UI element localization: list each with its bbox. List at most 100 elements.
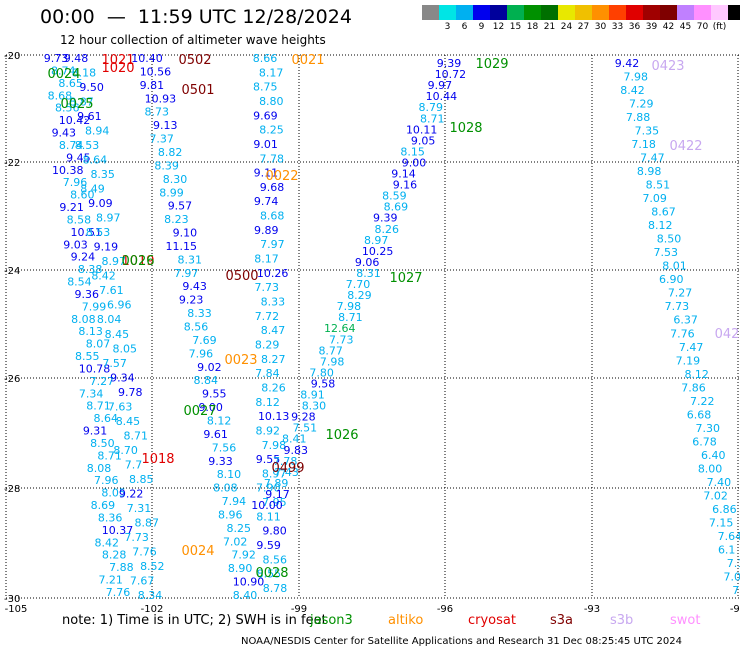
wave-height-value: 7.88: [109, 561, 134, 574]
wave-height-value: 7.02: [703, 489, 728, 502]
wave-height-value: 9.39: [437, 57, 462, 70]
track-id-label: 042: [715, 327, 740, 342]
track-id-label: 0422: [669, 139, 702, 154]
wave-height-value: 7.47: [679, 341, 704, 354]
wave-height-value: 9.45: [66, 151, 91, 164]
wave-height-value: 8.11: [256, 510, 281, 523]
wave-height-value: 7.67: [130, 574, 155, 587]
wave-height-value: 10.25: [362, 245, 394, 258]
legend-label: 70: [696, 22, 709, 32]
wave-height-value: 9.73: [44, 52, 69, 65]
wave-height-value: 9.55: [202, 388, 227, 401]
wave-height-value: 8.17: [259, 66, 284, 79]
legend-swatch: [626, 5, 643, 20]
lat-tick-label: -30: [4, 594, 20, 605]
wave-height-value: 8.23: [164, 213, 189, 226]
wave-height-value: 7.0: [723, 570, 740, 583]
track-id-label: 0499: [271, 461, 304, 476]
wave-height-value: 8.42: [95, 536, 120, 549]
satellite-key-swot: swot: [670, 613, 701, 628]
wave-height-value: 8.00: [698, 462, 723, 475]
wave-height-value: 6.68: [687, 408, 712, 421]
lon-tick-label: -93: [584, 604, 600, 615]
wave-height-value: 10.44: [426, 90, 458, 103]
wave-height-value: 7.57: [102, 357, 127, 370]
satellite-tracks: 9.738.748.658.688.5610.429.438.749.4510.…: [44, 52, 740, 602]
wave-height-value: 8.71: [338, 311, 363, 324]
track-id-label: 1026: [325, 428, 358, 443]
legend-label: 33: [611, 22, 624, 32]
track-id-label: 0022: [265, 169, 298, 184]
legend-label: 42: [662, 22, 675, 32]
wave-height-value: 9.22: [119, 487, 144, 500]
track-id-label: 0026: [121, 254, 154, 269]
wave-height-value: 6.37: [673, 314, 698, 327]
wave-height-value: 8.08: [71, 313, 96, 326]
wave-height-value: 8.77: [318, 344, 343, 357]
wave-height-value: 8.67: [651, 206, 676, 219]
axis-ticks: -105 -102 -99 -96 -93 -90 -20 -22 -24 -26 -28 -30: [4, 51, 740, 615]
wave-height-value: 10.38: [52, 164, 84, 177]
legend-swatch: [728, 5, 740, 20]
wave-height-value: 7.80: [309, 366, 334, 379]
wave-height-value: 6.78: [692, 435, 717, 448]
wave-height-value: 8.28: [102, 549, 127, 562]
wave-height-value: 8.30: [163, 173, 188, 186]
wave-height-value: 9.42: [615, 57, 640, 70]
wave-height-value: 10.11: [406, 123, 438, 136]
wave-height-value: 10.37: [102, 524, 134, 537]
track-id-label: 0024: [47, 67, 80, 82]
wave-height-value: 9.03: [63, 238, 88, 251]
legend-swatch: [456, 5, 473, 20]
track-id-label: 0501: [181, 83, 214, 98]
wave-height-value: 9.21: [59, 201, 84, 214]
lon-tick-label: -90: [730, 604, 740, 615]
wave-height-value: 8.53: [86, 226, 111, 239]
wave-height-value: 7.1: [727, 557, 740, 570]
wave-height-value: 7.86: [681, 381, 706, 394]
wave-height-value: 8.55: [257, 568, 282, 581]
lon-tick-label: -102: [141, 604, 164, 615]
wave-height-value: 8.71: [86, 400, 111, 413]
wave-height-value: 10.13: [258, 410, 290, 423]
wave-height-value: 8.91: [300, 389, 325, 402]
wave-height-value: 12.64: [324, 322, 356, 335]
wave-height-value: 7.64: [718, 530, 740, 543]
track-id-label: 0025: [60, 97, 93, 112]
credit-footer: NOAA/NESDIS Center for Satellite Applica…: [241, 636, 683, 647]
legend-label: 39: [645, 22, 658, 32]
wave-height-value: 10.26: [257, 267, 289, 280]
wave-height-value: 7.97: [174, 267, 199, 280]
wave-height-value: 8.50: [657, 233, 682, 246]
wave-height-value: 9.36: [74, 288, 99, 301]
legend-label: 12: [492, 22, 505, 32]
wave-height-value: 8.56: [184, 321, 209, 334]
wave-height-value: 8.25: [227, 522, 252, 535]
wave-height-value: 8.71: [124, 429, 149, 442]
wave-height-value: 8.68: [260, 210, 285, 223]
wave-height-value: 8.04: [97, 313, 122, 326]
wave-height-value: 7.92: [231, 549, 256, 562]
lat-tick-label: -26: [4, 374, 20, 385]
wave-height-value: 9.02: [197, 361, 222, 374]
track-id-label: 1027: [389, 271, 422, 286]
satellite-key-cryosat: cryosat: [468, 613, 516, 628]
wave-height-value: 9.39: [373, 212, 398, 225]
legend-swatch: [609, 5, 626, 20]
wave-height-value: 7.51: [293, 422, 318, 435]
wave-height-value: 7.0: [732, 584, 740, 597]
wave-height-value: 8.82: [158, 146, 183, 159]
map-grid: [5, 54, 740, 599]
wave-height-value: 7.31: [127, 502, 152, 515]
wave-height-value: 7.96: [94, 474, 119, 487]
wave-height-value: 7.27: [90, 375, 115, 388]
wave-height-value: 8.64: [83, 154, 108, 167]
track-id-label: 1029: [475, 57, 508, 72]
legend-label: 45: [679, 22, 692, 32]
track-id-label: 1021: [101, 53, 134, 68]
wave-height-value: 7.98: [262, 439, 287, 452]
lat-tick-label: -22: [4, 158, 20, 169]
legend-swatch: [541, 5, 558, 20]
wave-height-value: 7.43: [274, 466, 299, 479]
